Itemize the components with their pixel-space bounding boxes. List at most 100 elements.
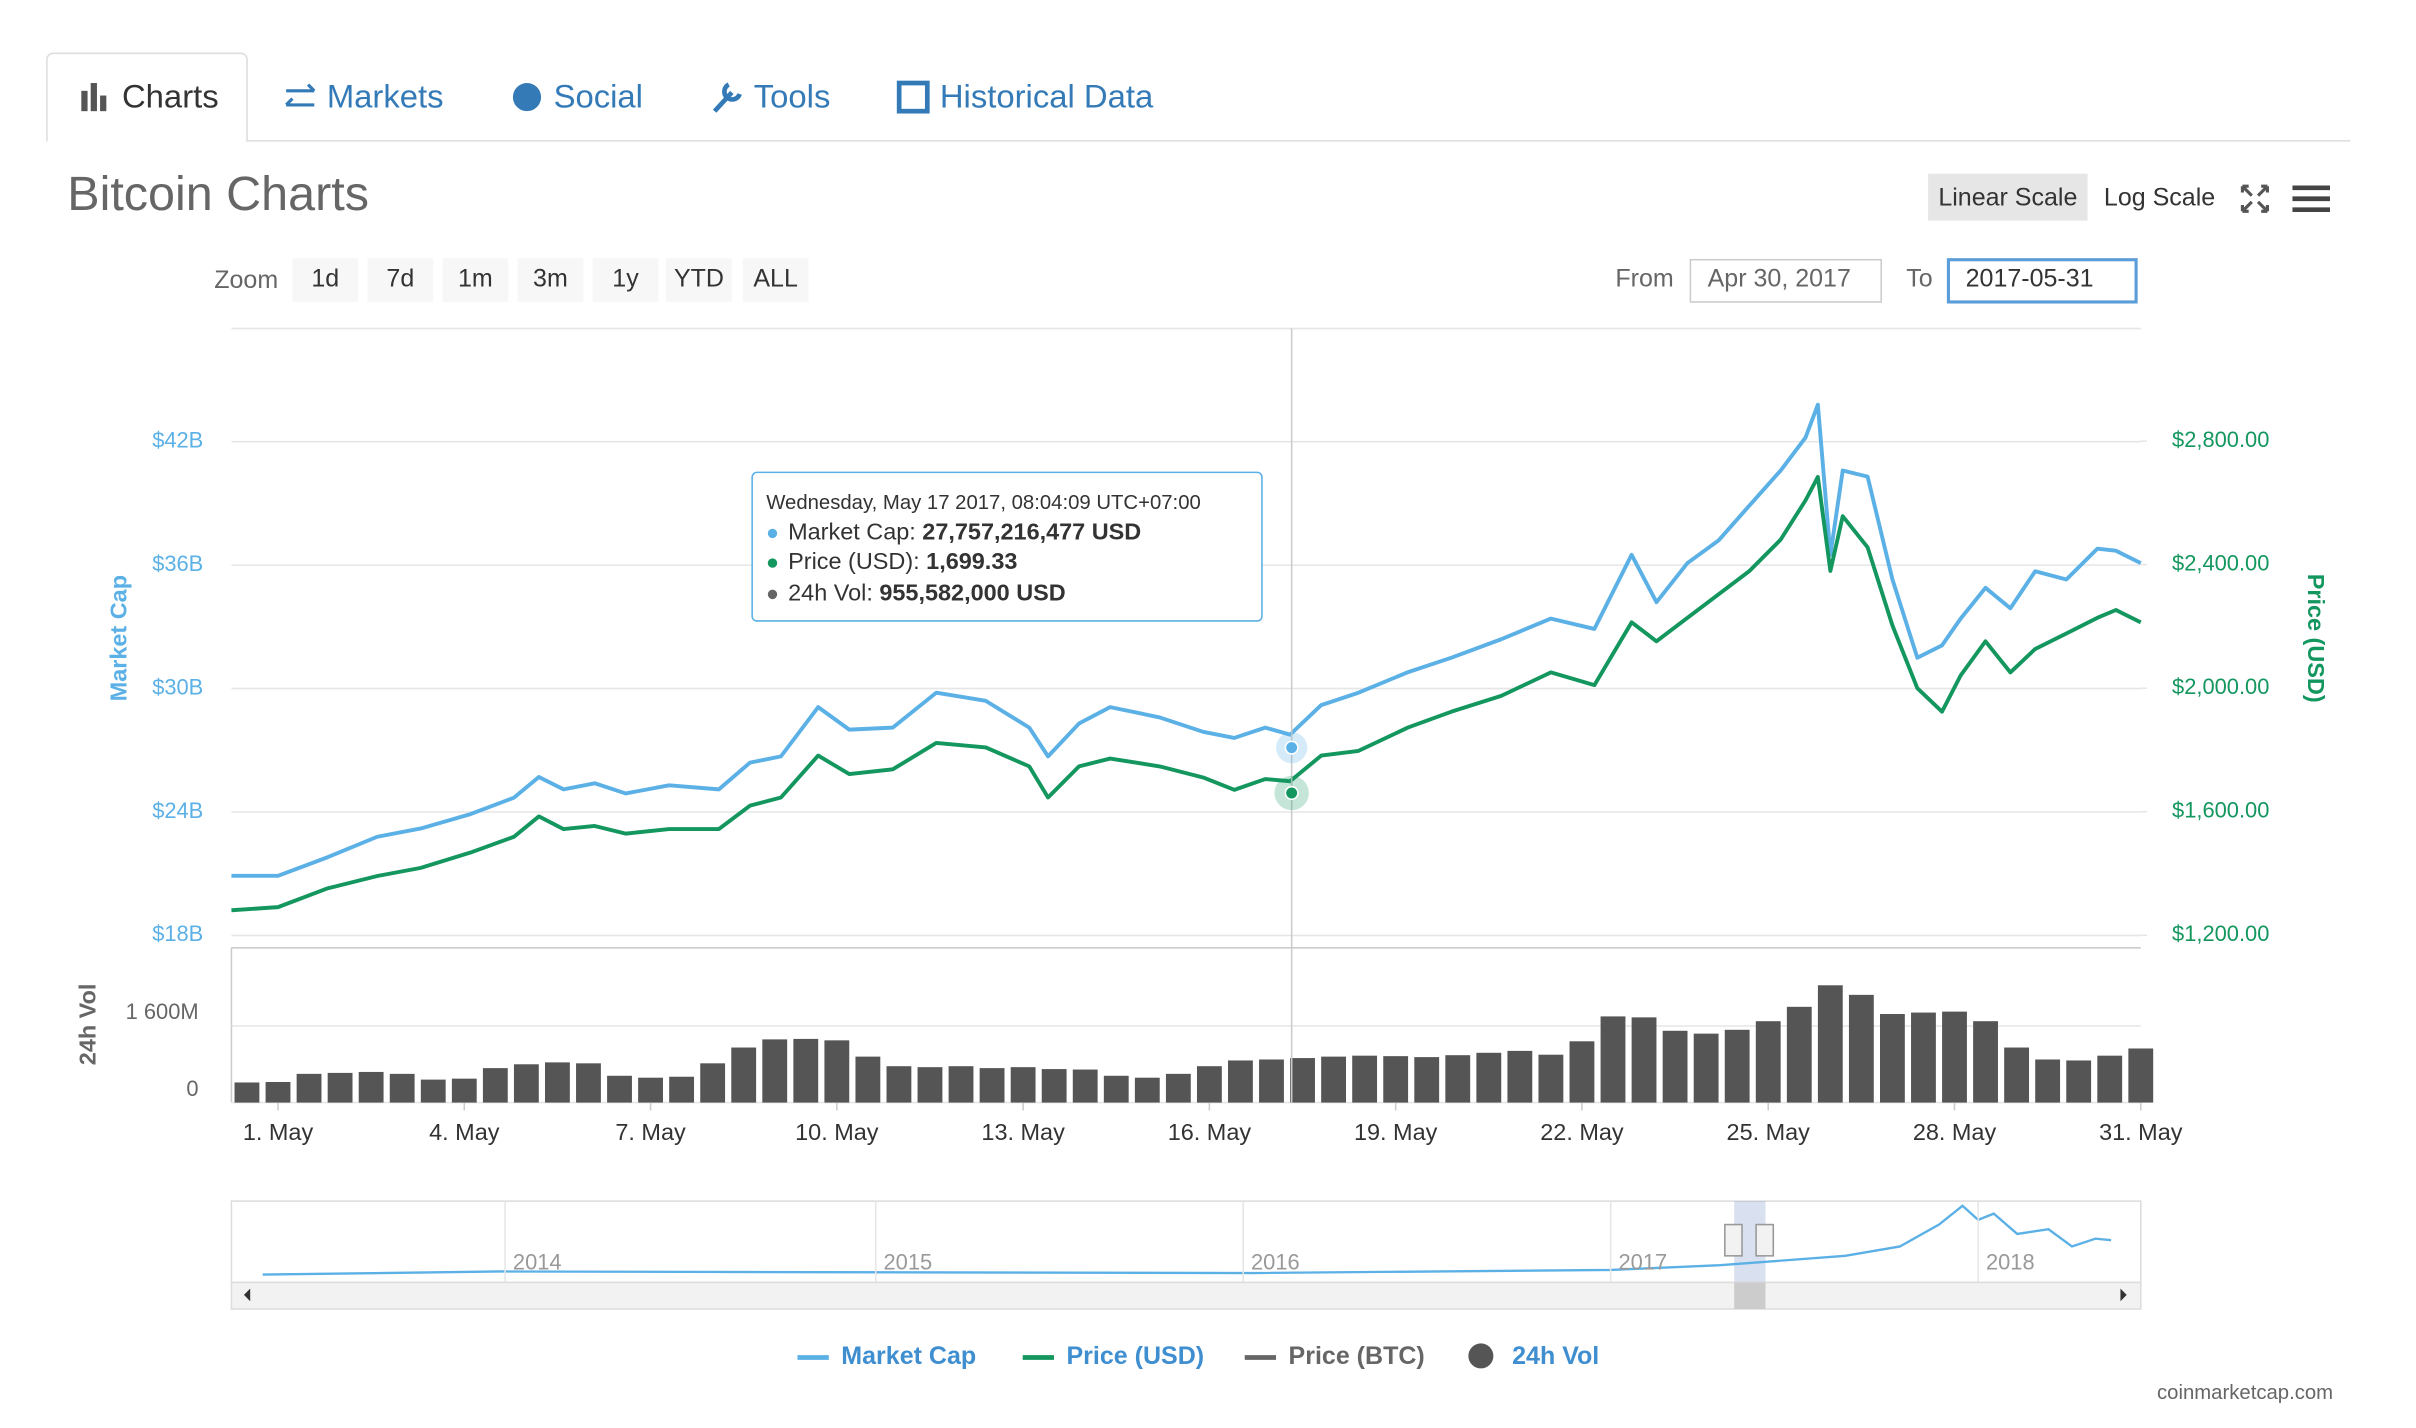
tooltip-key: Market Cap: [788, 519, 916, 545]
tab[interactable]: Social [554, 77, 643, 114]
navigator-handle[interactable] [1755, 1223, 1775, 1257]
legend-label[interactable]: Market Cap [841, 1342, 976, 1370]
volume-bar [420, 1079, 446, 1103]
scrollbar[interactable] [230, 1281, 2142, 1310]
volume-bar [731, 1047, 757, 1103]
volume-bar [2004, 1047, 2030, 1103]
button-label[interactable]: Log Scale [2104, 183, 2215, 211]
zoom-button-label[interactable]: 1d [311, 265, 339, 293]
volume-bar [762, 1039, 788, 1103]
legend-label[interactable]: 24h Vol [1512, 1342, 1599, 1370]
y2-axis-title: Price (USD) [2303, 574, 2329, 703]
tooltip-value: 955,582,000 USD [879, 580, 1065, 606]
zoom-button[interactable] [666, 258, 732, 302]
legend-label[interactable]: Price (BTC) [1289, 1342, 1425, 1370]
volume-bar [482, 1068, 508, 1103]
from-input[interactable] [1689, 258, 1882, 303]
from-label: From [1615, 265, 1673, 293]
volume-bar [824, 1040, 850, 1103]
x-tick-label: 19. May [1354, 1119, 1438, 1145]
zoom-button[interactable] [742, 258, 809, 302]
legend-symbol[interactable] [1468, 1343, 1494, 1369]
volume-bar [296, 1073, 322, 1103]
to-input[interactable] [1946, 258, 2138, 304]
volume-bar [1103, 1075, 1129, 1103]
to-label: To [1906, 265, 1932, 293]
y-tick-label: $30B [152, 674, 203, 699]
tab[interactable]: Tools [754, 77, 831, 114]
fullscreen-icon[interactable] [2240, 184, 2270, 213]
y-tick-label: $18B [152, 921, 203, 946]
volume-bar [545, 1062, 570, 1103]
credit: coinmarketcap.com [2157, 1382, 2333, 1404]
volume-bar [234, 1082, 260, 1103]
navigator-year: 2017 [1618, 1249, 1667, 1274]
zoom-button[interactable] [592, 258, 659, 302]
zoom-button[interactable] [517, 258, 584, 302]
x-tick-label: 25. May [1727, 1119, 1811, 1145]
volume-bar [2066, 1060, 2092, 1103]
volume-bar [1383, 1056, 1409, 1103]
volume-bar [1010, 1067, 1036, 1103]
heading: Bitcoin Charts [67, 167, 369, 221]
tab-gap [48, 137, 246, 145]
tooltip-title: Wednesday, May 17 2017, 08:04:09 UTC+07:… [766, 492, 1201, 514]
tooltip [751, 471, 1263, 622]
zoom-button-label[interactable]: 7d [386, 265, 414, 293]
volume-bar [1507, 1050, 1533, 1103]
zoom-button[interactable] [292, 258, 359, 302]
volume-bar [1538, 1054, 1564, 1103]
volume-bar [1072, 1069, 1098, 1103]
y2-tick-label: $2,000.00 [2172, 674, 2269, 699]
tab[interactable]: Markets [327, 77, 444, 114]
button-label[interactable]: Linear Scale [1938, 183, 2077, 211]
volume-bar [576, 1063, 601, 1103]
zoom-button-label[interactable]: ALL [753, 265, 798, 293]
y-tick-label: $36B [152, 551, 203, 576]
to-value[interactable]: 2017-05-31 [1966, 265, 2094, 293]
menu-icon[interactable] [2292, 185, 2330, 213]
volume-bar [1228, 1060, 1253, 1103]
tooltip-dot [767, 558, 778, 568]
tools-icon [712, 82, 742, 113]
zoom-button[interactable] [442, 258, 509, 302]
navigator-line [262, 1204, 2112, 1276]
navigator-handle[interactable] [1724, 1223, 1743, 1257]
volume-bar [1973, 1021, 1998, 1103]
y2-tick-label: $2,400.00 [2172, 550, 2269, 575]
series-line [231, 474, 2142, 913]
y2-tick-label: $1,200.00 [2172, 921, 2269, 946]
tab[interactable]: Charts [122, 77, 219, 114]
scrollbar-thumb[interactable] [1734, 1282, 1766, 1310]
chart-icon [81, 83, 107, 112]
volume-bar [1352, 1055, 1378, 1103]
volume-bar [451, 1078, 477, 1103]
volume-bar [917, 1067, 943, 1103]
volume-bar [1693, 1033, 1719, 1103]
tooltip-dot [767, 589, 778, 600]
zoom-button-label[interactable]: 1y [612, 265, 639, 293]
zoom-button-label[interactable]: 3m [533, 265, 568, 293]
navigator-year: 2015 [884, 1249, 933, 1274]
from-value[interactable]: Apr 30, 2017 [1708, 265, 1851, 293]
volume-bar [358, 1071, 384, 1103]
active-tab [46, 52, 248, 141]
volume-bar [1196, 1066, 1222, 1103]
linear-scale-button[interactable] [1928, 173, 2088, 221]
volume-bar [1414, 1057, 1440, 1103]
volume-bar [1786, 1006, 1812, 1103]
zoom-button-label[interactable]: 1m [458, 265, 493, 293]
zoom-button-label[interactable]: YTD [674, 265, 724, 293]
legend-label[interactable]: Price (USD) [1066, 1342, 1204, 1370]
tab[interactable]: Historical Data [940, 77, 1154, 114]
series-line [231, 402, 2142, 878]
x-tick-label: 1. May [243, 1119, 314, 1145]
x-tick-label: 10. May [795, 1119, 879, 1145]
tooltip-key: 24h Vol: [788, 580, 873, 606]
volume-bar [1165, 1073, 1191, 1103]
volume-bar [669, 1076, 695, 1103]
zoom-button[interactable] [367, 258, 434, 302]
volume-bar [1569, 1041, 1595, 1103]
volume-bar [1134, 1077, 1160, 1103]
